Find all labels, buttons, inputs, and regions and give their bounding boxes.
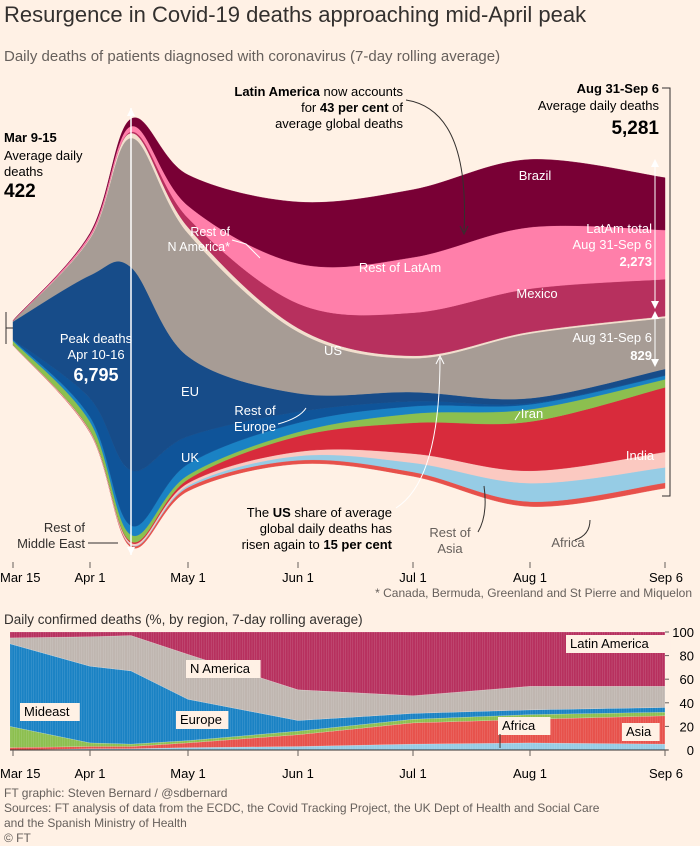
main-tick-label-may-1: May 1 xyxy=(170,570,205,585)
end-bracket xyxy=(662,87,671,497)
end-label: Average daily deaths xyxy=(538,98,660,113)
series-label-mexico: Mexico xyxy=(516,286,557,301)
series-label-rest-of-middle-east-l2: Middle East xyxy=(17,536,85,551)
latam-note-arrowhead xyxy=(459,225,469,236)
main-tick-label-aug-1: Aug 1 xyxy=(513,570,547,585)
main-tick-label-apr-1: Apr 1 xyxy=(74,570,105,585)
rest-asia-pointer xyxy=(477,485,486,533)
share-label-box-n-america xyxy=(186,660,261,678)
share-ytick-label-20: 20 xyxy=(680,719,694,734)
share-xtick-label-jul-1: Jul 1 xyxy=(399,766,426,781)
africa-pointer xyxy=(574,519,591,541)
latam-note-l3: average global deaths xyxy=(275,116,403,131)
share-label-asia: Asia xyxy=(626,724,652,739)
series-label-rest-of-asia-l1: Rest of xyxy=(429,525,471,540)
series-label-rest-of-asia-l2: Asia xyxy=(437,541,463,556)
us-note-l2: global daily deaths has xyxy=(260,521,393,536)
share-xtick-label-aug-1: Aug 1 xyxy=(513,766,547,781)
main-tick-label-sep-6: Sep 6 xyxy=(649,570,683,585)
credit-sources: Sources: FT analysis of data from the EC… xyxy=(4,801,600,815)
peak-arrow-top xyxy=(127,108,135,116)
share-label-latin-america: Latin America xyxy=(570,636,650,651)
iran-pointer xyxy=(514,411,521,421)
start-period: Mar 9-15 xyxy=(4,130,57,145)
main-tick-label-mar-15: Mar 15 xyxy=(0,570,40,585)
share-ytick-label-0: 0 xyxy=(687,743,694,758)
share-label-mideast: Mideast xyxy=(24,704,70,719)
share-ytick-label-80: 80 xyxy=(680,649,694,664)
share-label-n-america: N America xyxy=(190,661,251,676)
latam-note-l2: for 43 per cent of xyxy=(301,100,403,115)
share-label-box-asia xyxy=(622,723,660,741)
main-tick-label-jul-1: Jul 1 xyxy=(399,570,426,585)
share-xtick-label-jun-1: Jun 1 xyxy=(282,766,314,781)
main-stacked-area-chart: Africa India Iran UK EU US Mexico Rest of LatAm… xyxy=(0,81,683,585)
peak-value: 6,795 xyxy=(73,365,118,385)
stream-brazil xyxy=(12,117,666,321)
series-label-rest-of-n-america-l2: N America* xyxy=(167,240,230,254)
chart-subtitle: Daily deaths of patients diagnosed with … xyxy=(4,48,501,65)
share-label-europe: Europe xyxy=(180,712,222,727)
peak-period: Apr 10-16 xyxy=(67,347,124,362)
start-bracket xyxy=(5,312,13,344)
share-label-box-europe xyxy=(176,711,229,729)
footnote: * Canada, Bermuda, Greenland and St Pier… xyxy=(375,586,692,600)
series-label-iran: Iran xyxy=(521,406,543,421)
start-label-l2: deaths xyxy=(4,164,44,179)
credit-graphic: FT graphic: Steven Bernard / @sdbernard xyxy=(4,786,228,800)
series-label-rest-of-middle-east-l1: Rest of xyxy=(44,520,86,535)
share-label-africa: Africa xyxy=(502,718,536,733)
share-xtick-label-may-1: May 1 xyxy=(170,766,205,781)
peak-label: Peak deaths xyxy=(60,331,133,346)
end-period: Aug 31-Sep 6 xyxy=(577,81,659,96)
latam-total-label: LatAm total xyxy=(586,221,652,236)
share-area-latin-america xyxy=(9,631,666,696)
credits: FT graphic: Steven Bernard / @sdbernard … xyxy=(4,786,599,846)
series-label-rest-of-n-america-l1: Rest of xyxy=(190,225,230,239)
credit-sources-cont: and the Spanish Ministry of Health xyxy=(4,816,187,830)
credit-copyright: © FT xyxy=(4,831,31,845)
series-label-india: India xyxy=(626,448,655,463)
share-xtick-label-mar-15: Mar 15 xyxy=(0,766,40,781)
latam-total-value: 2,273 xyxy=(619,254,652,269)
latam-note-l1: Latin America now accounts xyxy=(234,84,403,99)
latam-total-period: Aug 31-Sep 6 xyxy=(572,237,652,252)
main-tick-label-jun-1: Jun 1 xyxy=(282,570,314,585)
bottom-chart-title: Daily confirmed deaths (%, by region, 7-… xyxy=(4,612,363,627)
series-label-us: US xyxy=(324,343,342,358)
share-xtick-label-sep-6: Sep 6 xyxy=(649,766,683,781)
series-label-rest-of-europe-l2: Europe xyxy=(234,419,276,434)
us-note-pointer xyxy=(395,357,441,509)
us-note-arrowhead xyxy=(435,354,445,365)
share-ytick-label-60: 60 xyxy=(680,672,694,687)
series-label-eu: EU xyxy=(181,384,199,399)
peak-arrow-bottom xyxy=(127,547,135,555)
share-label-box-mideast xyxy=(20,703,80,721)
chart-title: Resurgence in Covid-19 deaths approachin… xyxy=(4,2,587,27)
share-ytick-label-40: 40 xyxy=(680,696,694,711)
us-note-l1: The US share of average xyxy=(247,505,392,520)
series-label-rest-of-latam: Rest of LatAm xyxy=(359,260,441,275)
series-label-uk: UK xyxy=(181,450,199,465)
series-label-brazil: Brazil xyxy=(519,168,552,183)
series-label-africa: Africa xyxy=(551,535,585,550)
series-label-rest-of-europe-l1: Rest of xyxy=(234,403,276,418)
start-label-l1: Average daily xyxy=(4,148,83,163)
share-xtick-label-apr-1: Apr 1 xyxy=(74,766,105,781)
end-value: 5,281 xyxy=(611,118,659,139)
us-total-value: 829 xyxy=(630,348,652,363)
us-total-period: Aug 31-Sep 6 xyxy=(572,330,652,345)
share-stacked-area-chart: Africa Asia Mideast Europe N America Latin Am… xyxy=(0,625,694,781)
share-ytick-label-100: 100 xyxy=(672,625,694,640)
latam-note-pointer xyxy=(405,99,465,233)
start-value: 422 xyxy=(4,181,36,202)
share-label-box-latin-america xyxy=(566,635,671,653)
us-note-l3: risen again to 15 per cent xyxy=(242,537,393,552)
rest-europe-pointer xyxy=(277,407,307,425)
rest-n-america-pointer xyxy=(231,239,261,259)
share-label-box-africa xyxy=(498,717,551,735)
